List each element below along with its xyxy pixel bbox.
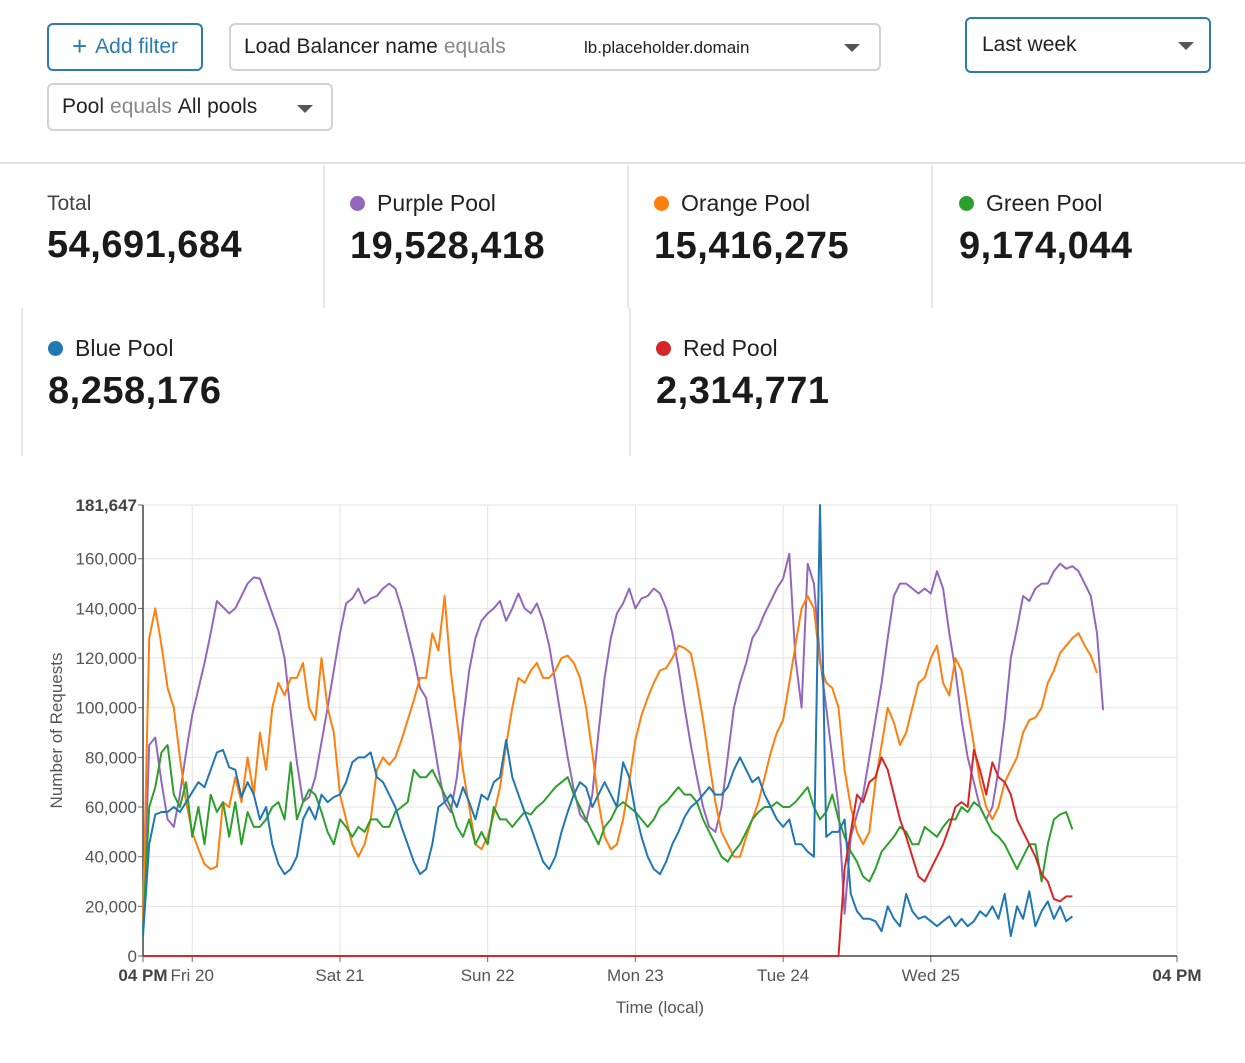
stat-orange-label: Orange Pool	[681, 190, 811, 216]
x-tick-label: Sun 22	[461, 966, 515, 985]
y-tick-label: 181,647	[76, 496, 137, 515]
y-tick-label: 100,000	[76, 699, 137, 718]
chevron-down-icon	[297, 105, 313, 113]
toolbar-divider	[0, 162, 1245, 164]
purple-pool-line[interactable]	[142, 552, 1105, 932]
orange-dot-icon	[654, 196, 669, 211]
y-tick-label: 0	[128, 947, 137, 966]
stat-divider	[323, 165, 325, 308]
stat-green-value: 9,174,044	[959, 225, 1133, 267]
chart-axes: 0 20,000 40,000 60,000 80,000 100,000 120,000 1…	[76, 496, 1202, 985]
time-range-select[interactable]: Last week	[965, 17, 1211, 73]
lb-filter-field: Load Balancer name	[244, 35, 438, 58]
stat-divider	[629, 308, 631, 456]
stat-blue-label: Blue Pool	[75, 335, 174, 361]
stat-purple-pool: Purple Pool 19,528,418	[350, 190, 545, 268]
x-tick-label: 04 PM	[1152, 966, 1201, 985]
stat-total: Total 54,691,684	[47, 192, 242, 267]
x-tick-label: Tue 24	[757, 966, 809, 985]
stat-red-pool: Red Pool 2,314,771	[656, 335, 830, 413]
chevron-down-icon	[844, 44, 860, 52]
y-tick-label: 60,000	[85, 798, 137, 817]
stat-divider	[931, 165, 933, 308]
add-filter-button[interactable]: + Add filter	[47, 23, 203, 71]
x-tick-label: Fri 20	[171, 966, 214, 985]
red-dot-icon	[656, 341, 671, 356]
y-tick-label: 120,000	[76, 649, 137, 668]
stat-purple-value: 19,528,418	[350, 225, 546, 267]
pool-filter-operator: equals	[110, 95, 172, 118]
green-pool-line[interactable]	[142, 744, 1074, 932]
pool-filter-value: All pools	[177, 95, 258, 118]
blue-pool-line[interactable]	[142, 504, 1074, 938]
load-balancer-filter[interactable]: Load Balancer name equals lb.placeholder…	[229, 23, 881, 71]
stat-total-label: Total	[47, 192, 92, 215]
x-tick-label: Mon 23	[607, 966, 664, 985]
chevron-down-icon	[1178, 42, 1194, 50]
x-tick-label: Wed 25	[902, 966, 960, 985]
x-axis-title: Time (local)	[616, 998, 704, 1017]
plus-icon: +	[71, 31, 88, 61]
red-pool-line[interactable]	[143, 748, 1073, 957]
lb-filter-value: lb.placeholder.domain	[584, 38, 750, 57]
y-axis-title: Number of Requests	[47, 653, 66, 809]
stat-total-value: 54,691,684	[47, 224, 243, 266]
stat-green-pool: Green Pool 9,174,044	[959, 190, 1133, 268]
stat-orange-pool: Orange Pool 15,416,275	[654, 190, 849, 268]
x-tick-label: 04 PM	[118, 966, 167, 985]
pool-filter[interactable]: Pool equals All pools	[47, 83, 333, 131]
chart-series[interactable]	[142, 504, 1105, 957]
green-dot-icon	[959, 196, 974, 211]
stat-green-label: Green Pool	[986, 190, 1103, 216]
requests-line-chart: 0 20,000 40,000 60,000 80,000 100,000 120,000 1…	[47, 496, 1202, 1017]
lb-filter-operator: equals	[443, 35, 506, 58]
y-tick-label: 40,000	[85, 848, 137, 867]
purple-dot-icon	[350, 196, 365, 211]
time-range-value: Last week	[982, 33, 1077, 56]
stat-red-label: Red Pool	[683, 335, 778, 361]
add-filter-label: Add filter	[95, 35, 179, 58]
stat-divider	[627, 165, 629, 308]
stat-blue-value: 8,258,176	[48, 370, 222, 412]
y-tick-label: 160,000	[76, 550, 137, 569]
stat-purple-label: Purple Pool	[377, 190, 496, 216]
stat-orange-value: 15,416,275	[654, 225, 850, 267]
x-tick-label: Sat 21	[315, 966, 364, 985]
blue-dot-icon	[48, 341, 63, 356]
stat-blue-pool: Blue Pool 8,258,176	[48, 335, 222, 413]
stat-red-value: 2,314,771	[656, 370, 830, 412]
y-tick-label: 20,000	[85, 897, 137, 916]
y-tick-label: 80,000	[85, 748, 137, 767]
orange-pool-line[interactable]	[142, 595, 1098, 919]
stat-divider	[21, 308, 23, 456]
y-tick-label: 140,000	[76, 599, 137, 618]
pool-filter-field: Pool	[62, 95, 105, 118]
chart-gridlines	[142, 504, 1178, 957]
